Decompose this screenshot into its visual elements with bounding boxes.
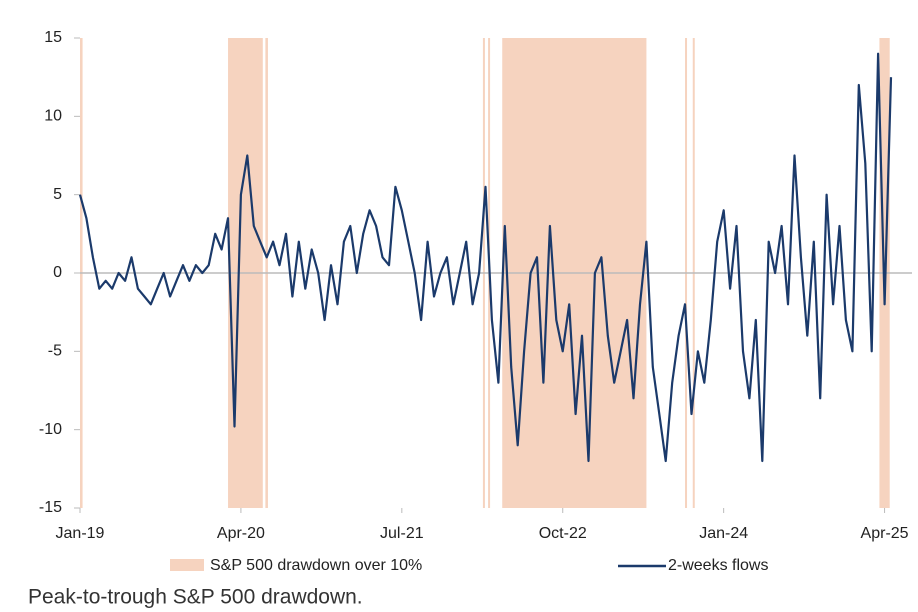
x-tick-label: Jul-21: [380, 525, 424, 542]
flow-line: [78, 52, 893, 463]
legend-label: S&P 500 drawdown over 10%: [210, 557, 422, 574]
x-tick-label: Jan-19: [56, 525, 105, 542]
x-tick-label: Apr-20: [217, 525, 265, 542]
y-tick-label: 10: [44, 108, 62, 125]
y-tick-label: 5: [53, 186, 62, 203]
y-tick-label: -5: [48, 343, 62, 360]
y-tick-label: -15: [39, 499, 62, 516]
x-tick-label: Apr-25: [861, 525, 909, 542]
legend-label: 2-weeks flows: [668, 557, 768, 574]
footnote: Peak-to-trough S&P 500 drawdown.: [28, 586, 363, 609]
legend-swatch: [170, 559, 204, 571]
y-tick-label: -10: [39, 421, 62, 438]
y-tick-label: 0: [53, 264, 62, 281]
x-tick-label: Oct-22: [539, 525, 587, 542]
y-tick-label: 15: [44, 29, 62, 46]
x-tick-label: Jan-24: [699, 525, 748, 542]
